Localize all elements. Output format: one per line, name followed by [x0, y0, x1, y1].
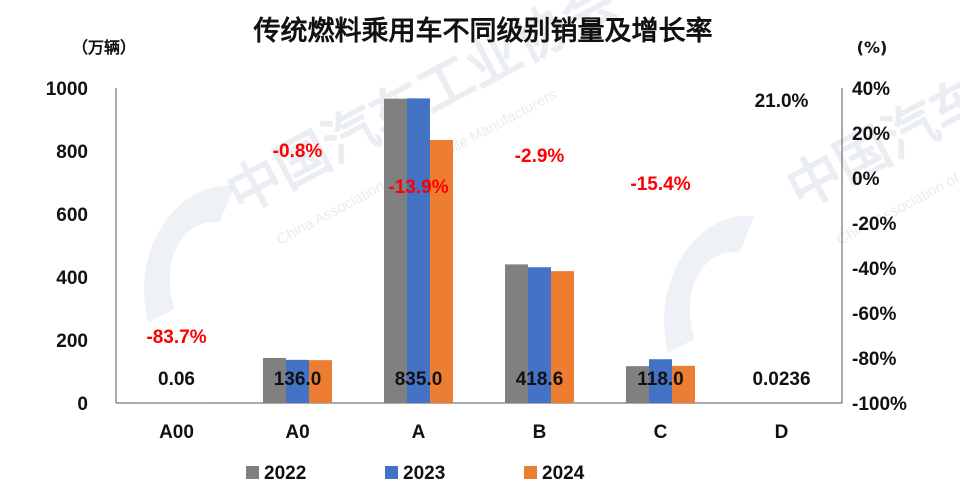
bar-B-2023 [528, 267, 551, 403]
right-tick-label: -40% [852, 259, 896, 280]
growth-rate-label: -83.7% [146, 327, 206, 348]
value-label: 418.6 [516, 369, 564, 390]
axes: 0 200 400 600 800 1000 -100% -80% -60% -40% -20% 0%… [46, 79, 907, 415]
left-tick-label: 0 [77, 394, 88, 415]
bar-A-2022 [384, 98, 407, 404]
right-axis-unit: (%) [857, 38, 888, 57]
left-tick-label: 400 [56, 268, 88, 289]
bar-B-2024 [551, 271, 574, 403]
left-axis-unit: （万辆） [72, 38, 136, 57]
legend-swatch-2023 [385, 466, 398, 479]
bars [142, 98, 816, 404]
growth-rate-label: 21.0% [755, 91, 809, 112]
category-label: C [654, 422, 668, 443]
value-label: 0.06 [158, 369, 195, 390]
value-label: 0.0236 [752, 369, 810, 390]
bar-C-2022 [626, 366, 649, 403]
watermark-logo-right [664, 215, 755, 353]
legend-label: 2024 [542, 463, 585, 484]
right-tick-label: -60% [852, 304, 896, 325]
right-tick-label: 20% [852, 124, 890, 145]
category-label: A [412, 422, 426, 443]
left-tick-label: 600 [56, 205, 88, 226]
bar-C-2023 [649, 359, 672, 403]
data-labels: A00 0.06 A0 136.0 A 835.0 B 418.6 C 118.0 D 0.0236 -… [146, 91, 810, 443]
bar-B-2022 [505, 264, 528, 403]
growth-rate-label: -15.4% [630, 174, 690, 195]
growth-rate-label: -2.9% [515, 146, 565, 167]
legend-label: 2022 [264, 463, 306, 484]
right-tick-label: 40% [852, 79, 890, 100]
bar-A-2024 [430, 139, 453, 403]
watermark-logo-left [144, 185, 235, 323]
chart-title: 传统燃料乘用车不同级别销量及增长率 [253, 15, 713, 47]
left-tick-label: 800 [56, 142, 88, 163]
growth-rate-label: -0.8% [273, 141, 323, 162]
value-label: 118.0 [637, 369, 684, 390]
left-tick-label: 1000 [46, 79, 88, 100]
category-label: D [775, 422, 789, 443]
value-label: 835.0 [395, 369, 443, 390]
right-tick-label: -100% [852, 394, 907, 415]
bar-C-2024 [672, 365, 695, 403]
legend-swatch-2022 [246, 466, 259, 479]
category-label: A00 [159, 422, 194, 443]
growth-rate-label: -13.9% [388, 177, 448, 198]
category-label: B [533, 422, 547, 443]
bar-A-2023 [407, 98, 430, 404]
right-tick-label: -20% [852, 214, 896, 235]
bar-A0-2023 [286, 359, 309, 403]
legend-swatch-2024 [524, 466, 537, 479]
right-tick-label: -80% [852, 349, 896, 370]
legend-label: 2023 [403, 463, 445, 484]
bar-A0-2024 [309, 360, 332, 403]
legend: 2022 2023 2024 [246, 463, 585, 484]
right-tick-label: 0% [852, 169, 880, 190]
left-tick-label: 200 [56, 331, 88, 352]
bar-A0-2022 [263, 357, 286, 403]
value-label: 136.0 [274, 369, 322, 390]
category-label: A0 [285, 422, 309, 443]
